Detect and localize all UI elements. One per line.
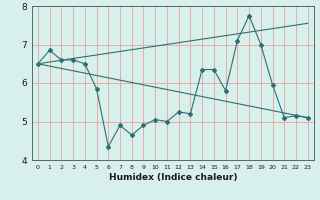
- X-axis label: Humidex (Indice chaleur): Humidex (Indice chaleur): [108, 173, 237, 182]
